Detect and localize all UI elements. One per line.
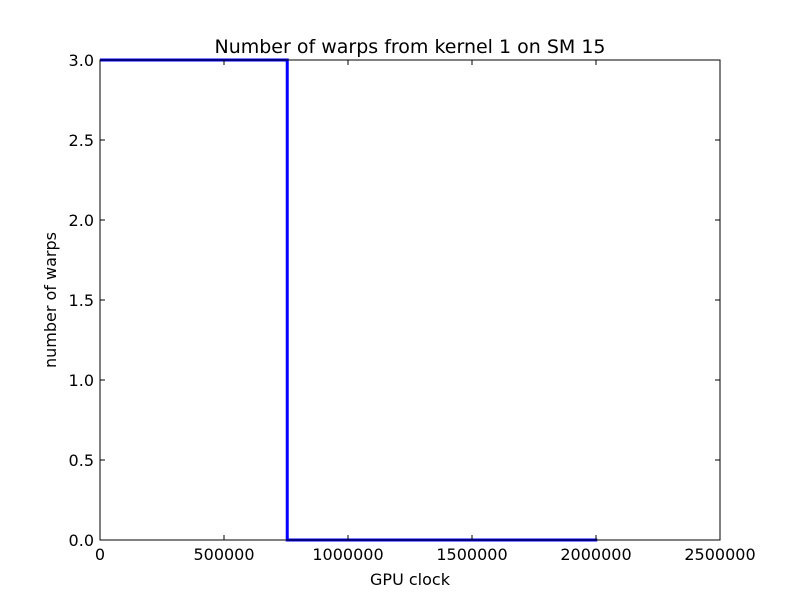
chart-title: Number of warps from kernel 1 on SM 15 [214,36,605,58]
y-tick-label: 1.0 [69,371,94,390]
x-tick-label: 0 [95,545,105,564]
y-axis-label: number of warps [41,232,60,368]
y-tick-label: 2.0 [69,211,94,230]
x-tick-label: 500000 [193,545,254,564]
x-tick-label: 2500000 [684,545,755,564]
y-axis-ticks: 0.0 0.5 1.0 1.5 2.0 2.5 3.0 [69,51,720,550]
x-tick-label: 1500000 [436,545,507,564]
y-tick-label: 0.5 [69,451,94,470]
y-tick-label: 1.5 [69,291,94,310]
y-tick-label: 2.5 [69,131,94,150]
x-axis-label: GPU clock [370,570,451,589]
x-tick-label: 2000000 [560,545,631,564]
x-axis-ticks: 0 500000 1000000 1500000 2000000 2500000 [95,60,756,564]
y-tick-label: 3.0 [69,51,94,70]
y-tick-label: 0.0 [69,531,94,550]
x-tick-label: 1000000 [312,545,383,564]
